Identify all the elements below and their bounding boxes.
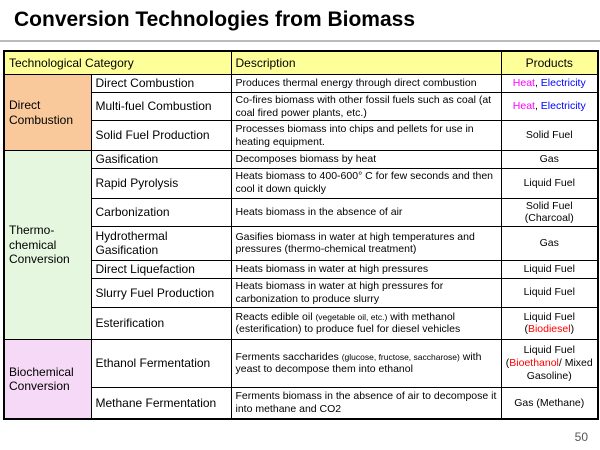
text-part: Liquid Fuel [523, 262, 575, 275]
text-part: Gasifies biomass in water at high temper… [235, 230, 475, 256]
header-cell: Products [500, 50, 599, 75]
products-cell: Heat, Electricity [500, 91, 599, 122]
technology-cell: Direct Liquefaction [90, 259, 232, 279]
text-part: Heats biomass in water at high pressures [235, 262, 429, 275]
products-cell: Solid Fuel (Charcoal) [500, 197, 599, 227]
row: Hydrothermal Gasification Gasifies biomas… [4, 225, 599, 261]
row: Rapid Pyrolysis Heats biomass to 400-600°… [4, 167, 599, 199]
row: Biochemical Conversion Ethanol Fermentati… [3, 338, 599, 420]
text-part: Gas [539, 236, 559, 249]
row: Solid Fuel Production Processes biomass i… [4, 120, 599, 152]
technology-cell: Carbonization [90, 197, 232, 227]
text-part: Gas (Methane) [514, 396, 585, 409]
text-part: Solid Fuel [525, 129, 573, 142]
row: Direct Liquefaction Heats biomass in wate… [4, 259, 599, 279]
description-cell: Heats biomass in water at high pressures… [230, 277, 502, 308]
technology-cell: Solid Fuel Production [90, 120, 232, 152]
text-part: Gas [539, 153, 559, 166]
description-cell: Processes biomass into chips and pellets… [230, 120, 502, 152]
text-part: , [534, 100, 541, 113]
text-part: , [534, 77, 541, 90]
header-cell: Technological Category [3, 50, 232, 75]
description-cell: Gasifies biomass in water at high temper… [230, 225, 502, 261]
text-part: Liquid Fuel ( [505, 344, 575, 369]
row: Multi-fuel Combustion Co-fires biomass wi… [4, 91, 599, 122]
products-cell: Liquid Fuel [500, 259, 599, 279]
description-cell: Heats biomass in the absence of air [230, 197, 502, 227]
description-cell: Heats biomass to 400-600° C for few seco… [230, 167, 502, 199]
technology-cell: Esterification [90, 306, 232, 340]
technology-cell: Rapid Pyrolysis [90, 167, 232, 199]
products-cell: Liquid Fuel (Bioethanol/ Mixed Gasoline) [500, 338, 599, 388]
technology-cell: Methane Fermentation [90, 386, 232, 420]
technology-cell: Ethanol Fermentation [90, 338, 232, 388]
products-cell: Heat, Electricity [500, 74, 599, 93]
text-part: Heats biomass in the absence of air [235, 205, 403, 218]
products-cell: Liquid Fuel [500, 167, 599, 199]
text-part: Ferments biomass in the absence of air t… [235, 390, 497, 416]
text-part: Processes biomass into chips and pellets… [235, 123, 474, 148]
products-cell: Solid Fuel [500, 120, 599, 152]
technology-cell: Hydrothermal Gasification [90, 225, 232, 261]
description-cell: Decomposes biomass by heat [230, 150, 502, 169]
text-part: Bioethanol [509, 356, 559, 369]
text-part: / Mixed Gasoline) [526, 356, 593, 382]
text-part: Liquid Fuel [523, 176, 575, 189]
description-cell: Reacts edible oil (vegetable oil, etc.) … [230, 306, 502, 340]
text-part: Decomposes biomass by heat [235, 153, 377, 166]
description-cell: Heats biomass in water at high pressures [230, 259, 502, 279]
row: Direct Combustion Direct Combustion Produc… [3, 73, 599, 152]
title-rule [0, 40, 600, 42]
text-part: (glucose, fructose, saccharose) [341, 351, 460, 362]
text-part: Ferments saccharides [235, 350, 342, 363]
description-cell: Ferments biomass in the absence of air t… [230, 386, 502, 420]
text-part: with yeast to decompose them into ethano… [235, 350, 482, 376]
text-part: (vegetable oil, etc.) [315, 311, 388, 322]
row: Slurry Fuel Production Heats biomass in w… [4, 277, 599, 308]
header-cell: Description [230, 50, 502, 75]
text-part: Electricity [540, 100, 586, 113]
technology-cell: Slurry Fuel Production [90, 277, 232, 308]
description-cell: Ferments saccharides (glucose, fructose,… [230, 338, 502, 388]
description-cell: Produces thermal energy through direct c… [230, 74, 502, 93]
technology-cell: Multi-fuel Combustion [90, 91, 232, 122]
page-number: 50 [574, 430, 588, 444]
products-cell: Gas (Methane) [500, 386, 599, 420]
technology-cell: Direct Combustion [90, 74, 232, 93]
text-part: Produces thermal energy through direct c… [235, 77, 477, 90]
text-part: Liquid Fuel [523, 286, 575, 299]
category-cell: Thermo-chemical Conversion [3, 150, 92, 340]
table: Technological Category Description Produ… [3, 50, 599, 421]
description-cell: Co-fires biomass with other fossil fuels… [230, 91, 502, 122]
text-part: Solid Fuel (Charcoal) [524, 199, 574, 225]
text-part: Heats biomass to 400-600° C for few seco… [235, 170, 494, 196]
category-cell: Direct Combustion [3, 73, 92, 152]
text-part: Co-fires biomass with other fossil fuels… [235, 94, 492, 119]
text-part: Liquid Fuel ( [523, 310, 575, 336]
category-cell: Biochemical Conversion [3, 338, 92, 420]
text-part: Heats biomass in water at high pressures… [235, 280, 444, 305]
text-part: Reacts edible oil [235, 310, 316, 323]
row: Carbonization Heats biomass in the absenc… [4, 197, 599, 227]
slide-title: Conversion Technologies from Biomass [14, 8, 416, 31]
text-part: Heat [512, 77, 535, 90]
row: Methane Fermentation Ferments biomass in … [4, 386, 599, 420]
products-cell: Liquid Fuel [500, 277, 599, 308]
text-part: Electricity [540, 77, 586, 90]
technology-cell: Gasification [90, 150, 232, 169]
text-part: Heat [512, 100, 535, 113]
products-cell: Gas [500, 225, 599, 261]
row: Thermo-chemical Conversion Gasification De… [3, 150, 599, 340]
header-row: Technological Category Description Produ… [3, 50, 599, 75]
text-part: Biodiesel [527, 323, 571, 336]
text-part: ) [570, 323, 575, 336]
products-cell: Liquid Fuel (Biodiesel) [500, 306, 599, 340]
row: Esterification Reacts edible oil (vegetab… [4, 306, 599, 340]
products-cell: Gas [500, 150, 599, 169]
text-part: with methanol (esterification) to produc… [235, 310, 461, 336]
